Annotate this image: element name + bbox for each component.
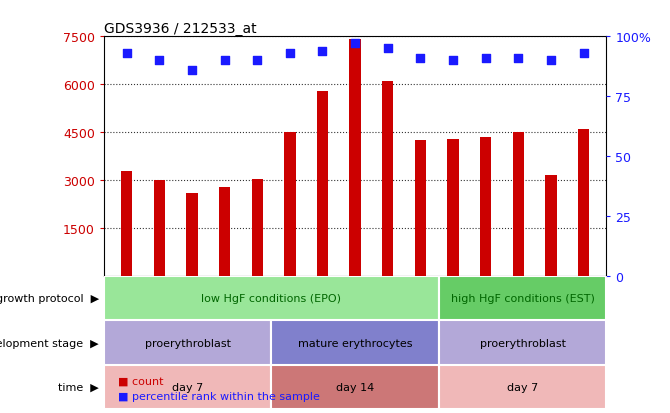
Bar [349,40,361,277]
Bar [284,133,295,277]
Bar [439,277,606,320]
Point [480,55,491,62]
Bar [153,181,165,277]
Text: time  ▶: time ▶ [58,382,99,392]
Text: proerythroblast: proerythroblast [145,338,230,348]
Bar [415,141,426,277]
Bar [271,320,439,365]
Text: GDS3936 / 212533_at: GDS3936 / 212533_at [104,22,257,36]
Bar [513,133,524,277]
Point [383,46,393,52]
Bar [578,130,589,277]
Bar [251,179,263,277]
Point [252,58,263,64]
Bar [439,365,606,409]
Bar [480,138,491,277]
Bar [317,91,328,277]
Text: ■ count: ■ count [111,376,163,386]
Bar [439,320,606,365]
Text: day 7: day 7 [507,382,538,392]
Bar [104,277,439,320]
Bar [545,176,557,277]
Point [448,58,458,64]
Text: day 14: day 14 [336,382,375,392]
Text: mature erythrocytes: mature erythrocytes [298,338,412,348]
Text: growth protocol  ▶: growth protocol ▶ [0,294,99,304]
Bar [121,171,133,277]
Text: proerythroblast: proerythroblast [480,338,565,348]
Text: high HgF conditions (EST): high HgF conditions (EST) [451,294,594,304]
Point [350,41,360,47]
Point [513,55,524,62]
Point [186,67,197,74]
Point [219,58,230,64]
Point [121,51,132,57]
Text: low HgF conditions (EPO): low HgF conditions (EPO) [202,294,341,304]
Bar [104,320,271,365]
Point [285,51,295,57]
Point [545,58,556,64]
Bar [448,139,459,277]
Bar [382,82,393,277]
Bar [271,365,439,409]
Text: development stage  ▶: development stage ▶ [0,338,99,348]
Text: day 7: day 7 [172,382,203,392]
Point [154,58,165,64]
Text: ■ percentile rank within the sample: ■ percentile rank within the sample [111,391,320,401]
Bar [186,194,198,277]
Point [317,48,328,55]
Point [415,55,425,62]
Bar [219,187,230,277]
Point [578,51,589,57]
Bar [104,365,271,409]
